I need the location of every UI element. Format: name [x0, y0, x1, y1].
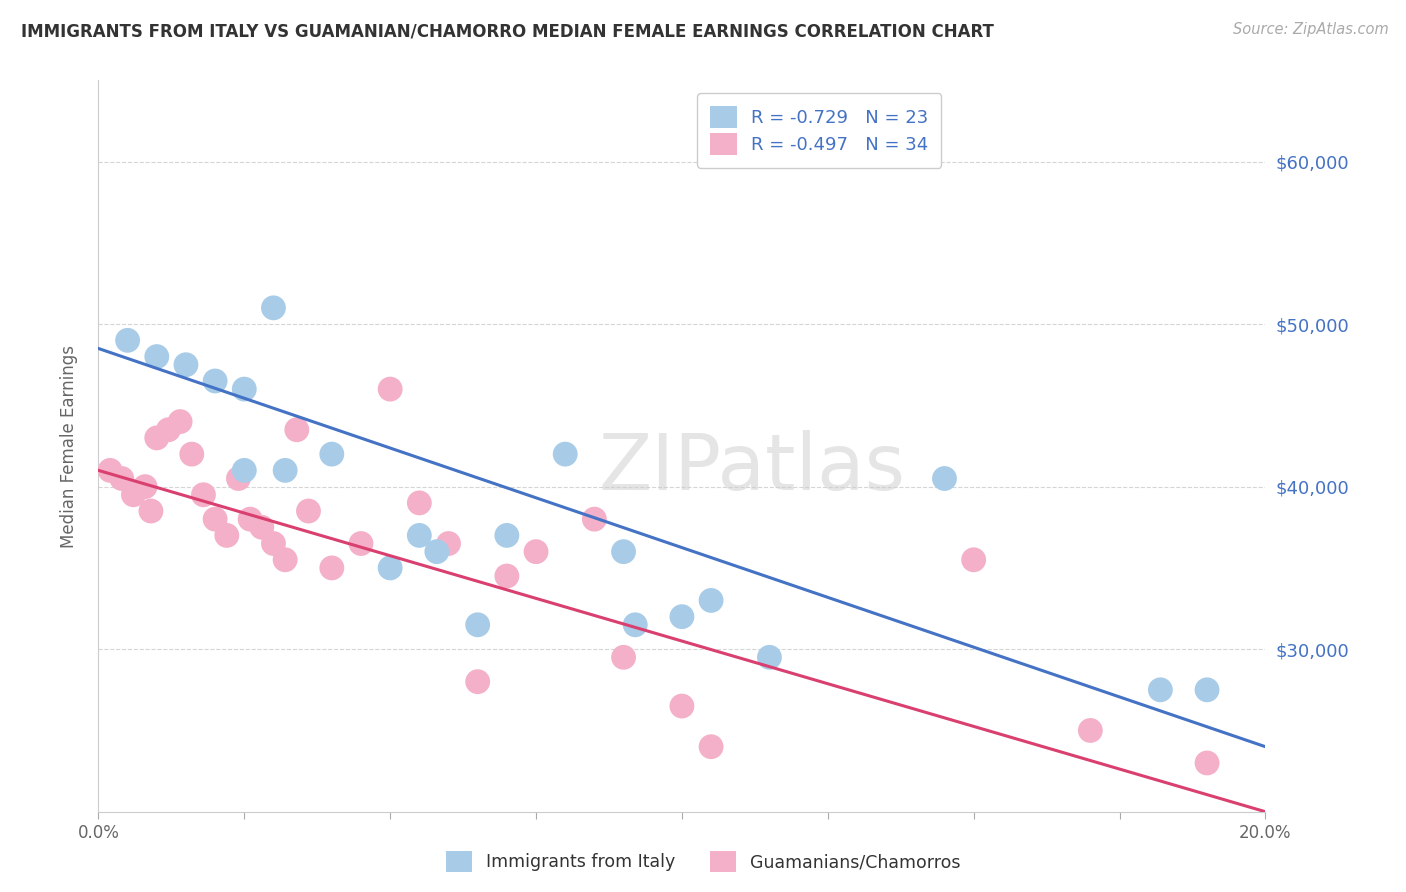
Point: [350, 536, 373, 550]
Point: [285, 423, 308, 437]
Point: [297, 504, 319, 518]
Point: [624, 617, 647, 632]
Point: [215, 528, 238, 542]
Point: [700, 739, 723, 754]
Point: [524, 544, 547, 558]
Point: [671, 609, 693, 624]
Point: [139, 504, 162, 518]
Point: [146, 431, 169, 445]
Point: [157, 423, 180, 437]
Point: [274, 553, 297, 567]
Point: [274, 463, 297, 477]
Point: [204, 374, 226, 388]
Point: [612, 650, 634, 665]
Point: [174, 358, 197, 372]
Point: [496, 528, 519, 542]
Point: [1195, 756, 1218, 770]
Point: [169, 415, 191, 429]
Point: [122, 488, 145, 502]
Point: [934, 471, 956, 485]
Y-axis label: Median Female Earnings: Median Female Earnings: [59, 344, 77, 548]
Point: [146, 350, 169, 364]
Point: [962, 553, 984, 567]
Point: [380, 561, 402, 575]
Point: [193, 488, 215, 502]
Point: [671, 699, 693, 714]
Point: [262, 301, 284, 315]
Point: [250, 520, 273, 534]
Text: ZIPatlas: ZIPatlas: [599, 430, 905, 506]
Point: [408, 496, 430, 510]
Point: [233, 463, 256, 477]
Point: [180, 447, 202, 461]
Point: [321, 447, 343, 461]
Point: [204, 512, 226, 526]
Point: [233, 382, 256, 396]
Point: [467, 617, 489, 632]
Point: [408, 528, 430, 542]
Legend: R = -0.729   N = 23, R = -0.497   N = 34: R = -0.729 N = 23, R = -0.497 N = 34: [697, 93, 941, 168]
Point: [321, 561, 343, 575]
Point: [467, 674, 489, 689]
Point: [1195, 682, 1218, 697]
Point: [98, 463, 121, 477]
Point: [117, 334, 139, 348]
Point: [239, 512, 262, 526]
Point: [134, 480, 156, 494]
Point: [583, 512, 606, 526]
Point: [700, 593, 723, 607]
Point: [612, 544, 634, 558]
Point: [228, 471, 250, 485]
Point: [1080, 723, 1102, 738]
Text: IMMIGRANTS FROM ITALY VS GUAMANIAN/CHAMORRO MEDIAN FEMALE EARNINGS CORRELATION C: IMMIGRANTS FROM ITALY VS GUAMANIAN/CHAMO…: [21, 22, 994, 40]
Point: [426, 544, 449, 558]
Point: [758, 650, 780, 665]
Point: [554, 447, 576, 461]
Point: [437, 536, 460, 550]
Point: [1149, 682, 1171, 697]
Point: [111, 471, 134, 485]
Point: [262, 536, 284, 550]
Text: Source: ZipAtlas.com: Source: ZipAtlas.com: [1233, 22, 1389, 37]
Point: [496, 569, 519, 583]
Legend: Immigrants from Italy, Guamanians/Chamorros: Immigrants from Italy, Guamanians/Chamor…: [439, 844, 967, 879]
Point: [380, 382, 402, 396]
